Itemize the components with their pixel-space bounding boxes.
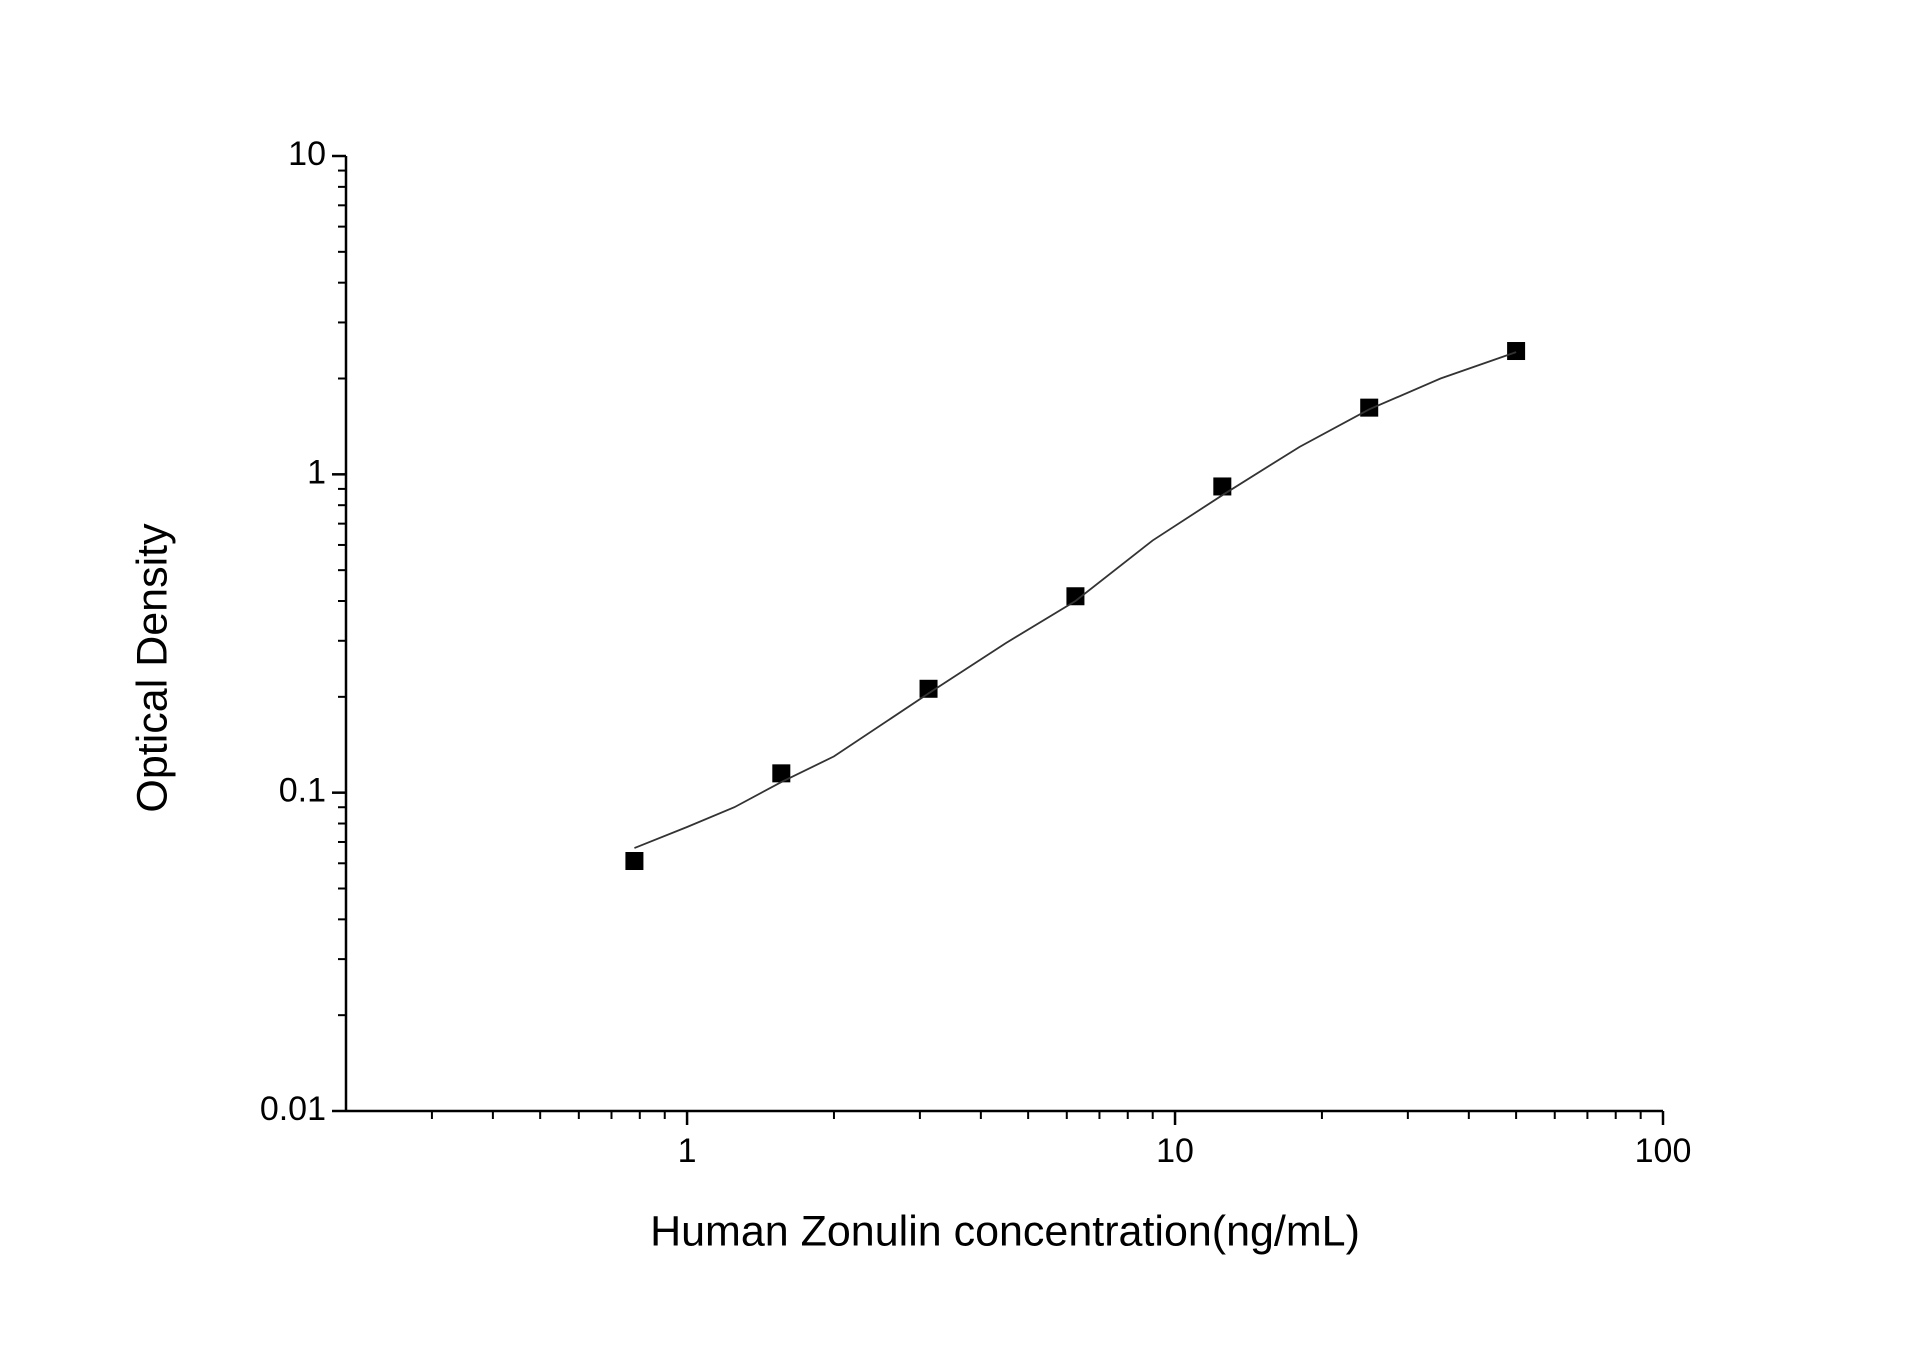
y-tick-label: 0.01 bbox=[260, 1090, 326, 1128]
fit-curve bbox=[634, 351, 1517, 849]
x-tick-label: 10 bbox=[1156, 1132, 1194, 1170]
x-tick-label: 1 bbox=[678, 1132, 697, 1170]
data-point bbox=[1213, 477, 1232, 496]
data-point bbox=[1360, 398, 1379, 417]
data-point bbox=[1507, 342, 1526, 361]
data-point bbox=[919, 679, 938, 698]
x-axis-title: Human Zonulin concentration(ng/mL) bbox=[650, 1207, 1360, 1255]
x-tick-label: 100 bbox=[1635, 1132, 1692, 1170]
y-axis-title: Optical Density bbox=[128, 523, 176, 813]
data-point bbox=[772, 764, 791, 783]
y-tick-label: 10 bbox=[288, 135, 326, 173]
y-tick-label: 1 bbox=[307, 453, 326, 491]
y-tick-label: 0.1 bbox=[279, 772, 326, 810]
data-point bbox=[1066, 587, 1085, 606]
data-point bbox=[625, 852, 644, 871]
